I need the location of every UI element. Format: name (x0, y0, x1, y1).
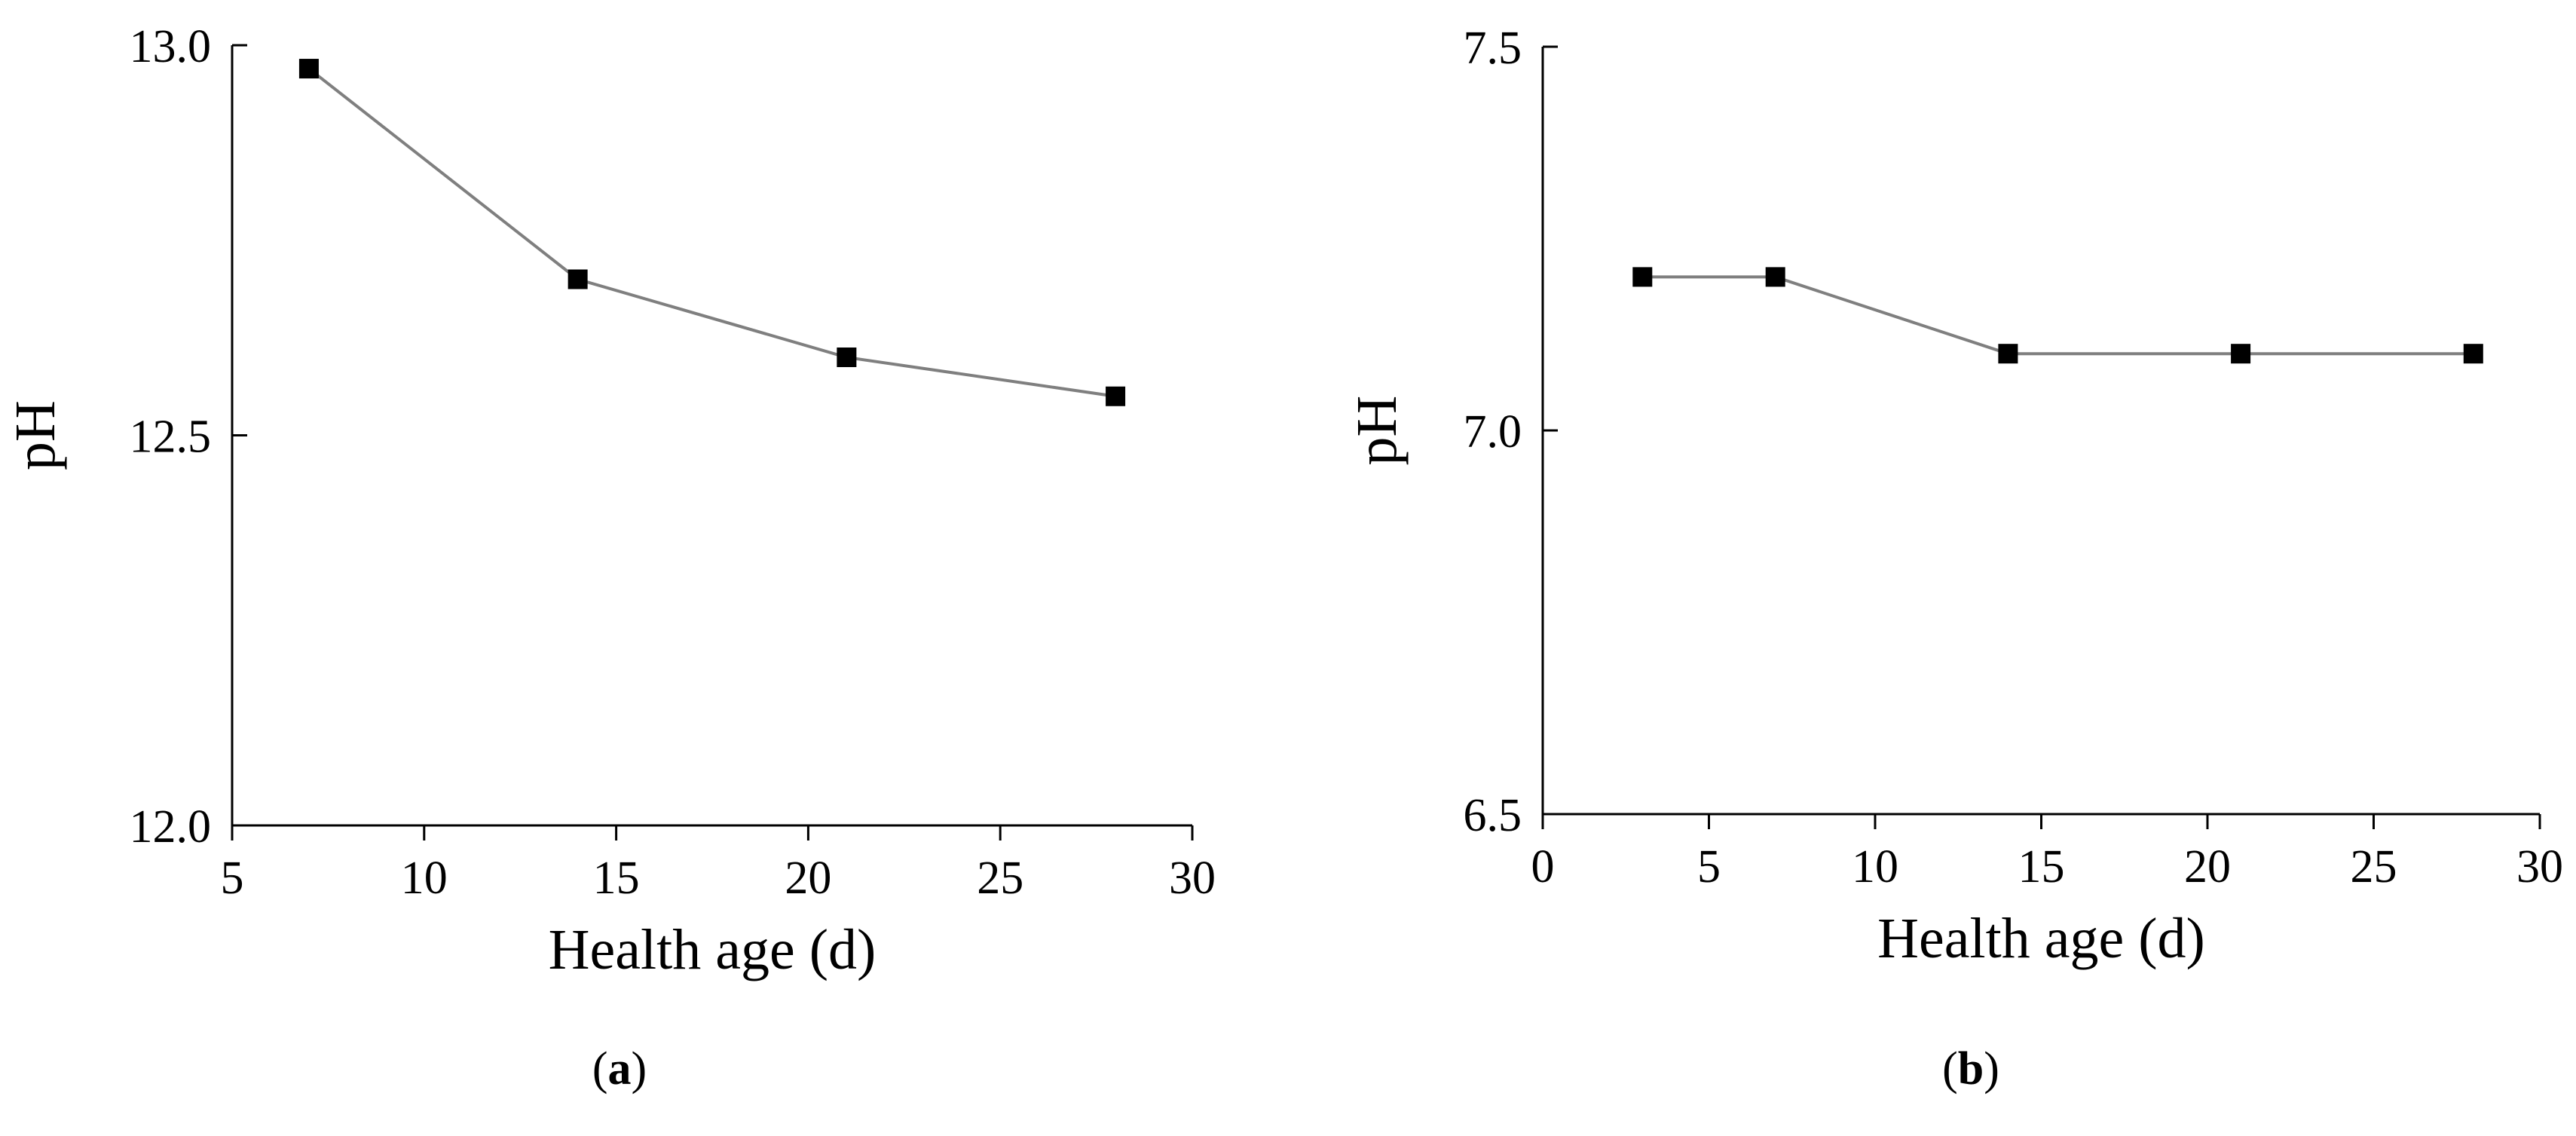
chart-panel-a: 5 10 15 20 25 30 12.0 12.5 13.0 Health age (d) pH (… (4, 21, 1216, 1095)
x-tick-label: 10 (1852, 841, 1898, 893)
panel-label: (b) (1942, 1043, 1999, 1095)
x-tick-label: 25 (977, 853, 1023, 904)
x-tick-label: 10 (401, 853, 448, 904)
series-line (307, 67, 1116, 398)
data-point (837, 348, 857, 367)
y-tick-label: 12.0 (130, 801, 212, 853)
x-tick-label: 25 (2351, 841, 2397, 893)
data-point (2463, 344, 2483, 364)
data-point (2231, 344, 2251, 364)
x-tick-label: 0 (1531, 841, 1555, 893)
x-tick-label: 15 (2018, 841, 2065, 893)
panel-label: (a) (592, 1043, 647, 1095)
data-point (568, 269, 588, 289)
x-tick-label: 5 (221, 853, 244, 904)
x-tick-label: 20 (2184, 841, 2231, 893)
y-tick-label: 12.5 (130, 412, 212, 463)
data-point (1106, 386, 1126, 406)
chart-panel-b: 0 5 10 15 20 25 30 6.5 7.0 7.5 Health age (d) pH (b) (1345, 23, 2563, 1095)
y-tick-label: 7.5 (1464, 23, 1522, 74)
data-point (1765, 267, 1785, 287)
y-tick-label: 6.5 (1464, 790, 1522, 841)
x-tick-label: 15 (593, 853, 640, 904)
y-tick-label: 13.0 (130, 21, 212, 72)
data-point (1632, 267, 1653, 287)
data-point (298, 59, 319, 79)
series-line (1642, 275, 2474, 356)
x-axis-title: Health age (d) (549, 918, 877, 981)
y-tick-label: 7.0 (1464, 406, 1522, 458)
x-tick-label: 20 (785, 853, 831, 904)
x-tick-label: 30 (1169, 853, 1216, 904)
y-axis-title: pH (4, 400, 67, 470)
x-tick-label: 30 (2516, 841, 2563, 893)
y-axis-title: pH (1345, 396, 1409, 466)
x-axis-title: Health age (d) (1877, 907, 2205, 970)
x-tick-label: 5 (1697, 841, 1721, 893)
data-point (1998, 344, 2018, 364)
